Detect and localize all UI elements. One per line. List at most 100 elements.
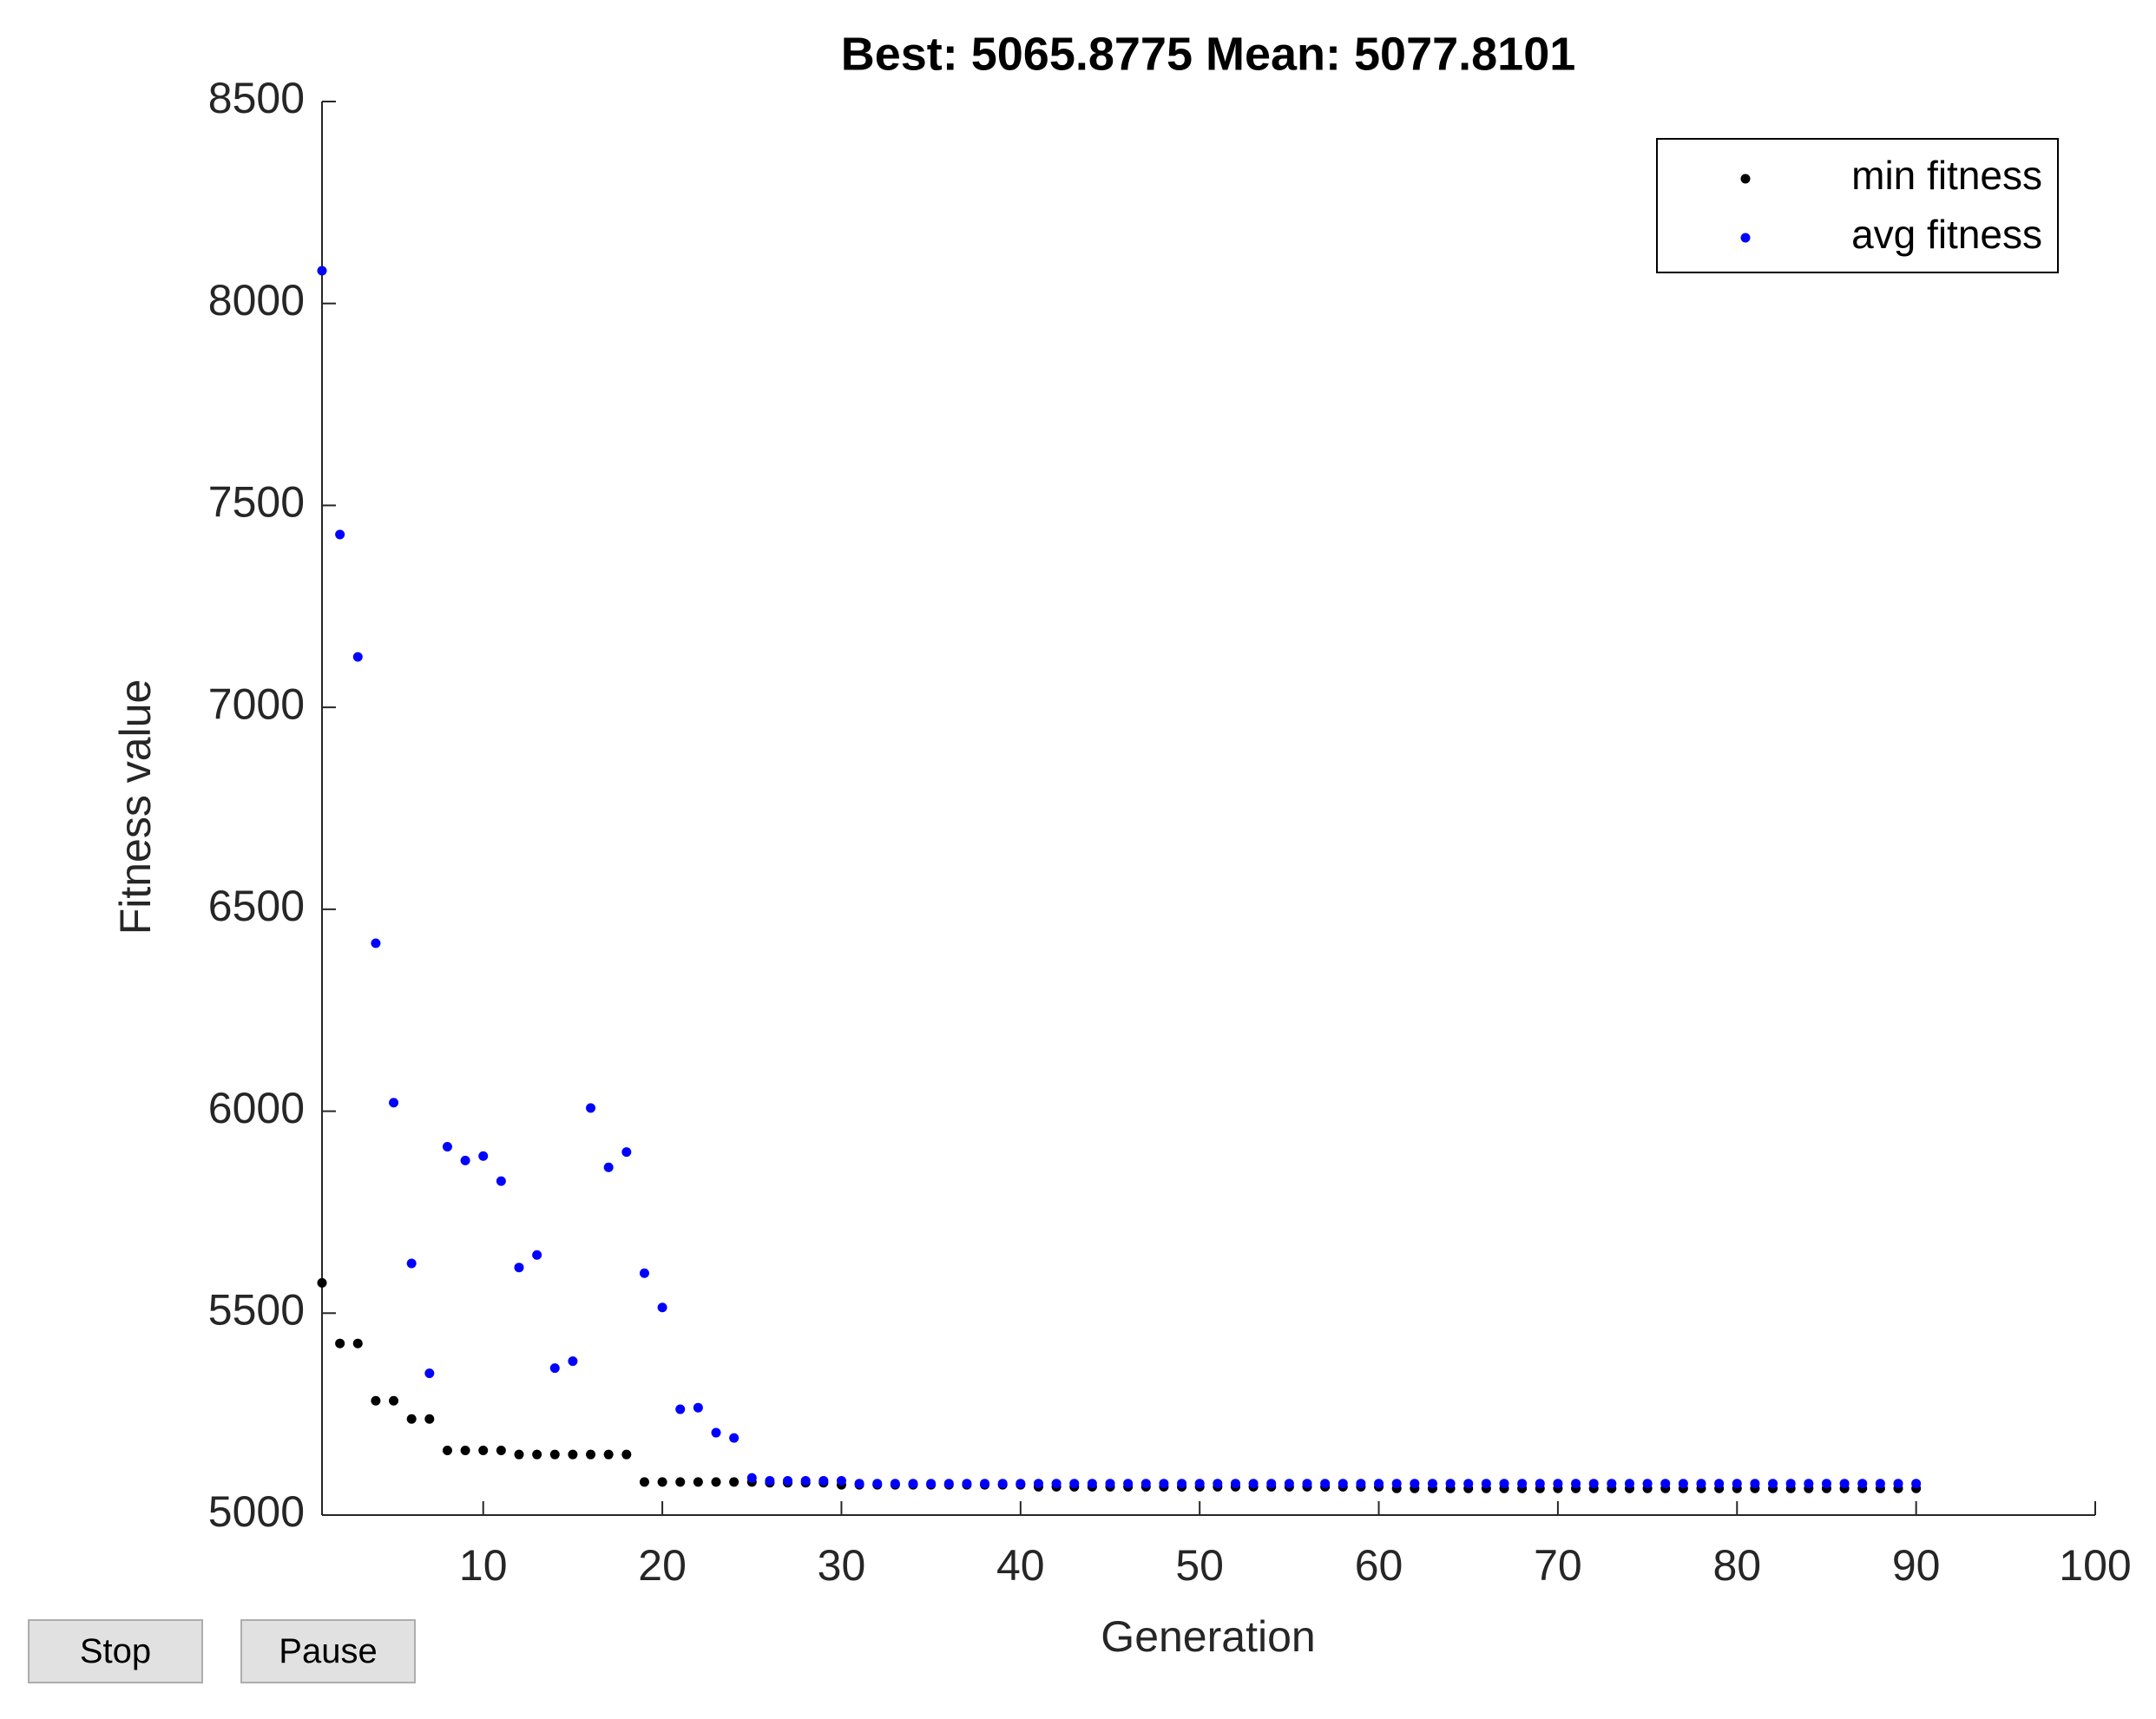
data-point	[568, 1356, 578, 1367]
data-point	[943, 1479, 954, 1489]
data-point	[980, 1479, 990, 1489]
data-point	[478, 1446, 489, 1456]
x-tick-label: 30	[818, 1541, 866, 1590]
y-tick-label: 5500	[208, 1285, 305, 1334]
data-point	[352, 652, 363, 662]
data-point	[1284, 1479, 1294, 1489]
data-point	[1248, 1479, 1259, 1489]
data-point	[1105, 1479, 1115, 1489]
data-point	[389, 1098, 399, 1108]
pause-button[interactable]: Pause	[240, 1619, 416, 1683]
data-point	[478, 1151, 489, 1161]
data-point	[1087, 1479, 1097, 1489]
data-point	[639, 1268, 649, 1278]
data-point	[1893, 1479, 1903, 1489]
stop-button[interactable]: Stop	[28, 1619, 203, 1683]
data-point	[997, 1479, 1008, 1489]
data-point	[1732, 1479, 1742, 1489]
data-point	[1033, 1479, 1043, 1489]
data-point	[1213, 1479, 1223, 1489]
data-point	[675, 1477, 686, 1487]
data-point	[1374, 1479, 1384, 1489]
data-point	[657, 1477, 667, 1487]
data-point	[783, 1475, 793, 1486]
data-point	[746, 1473, 757, 1483]
x-tick-label: 10	[459, 1541, 508, 1590]
data-point	[621, 1147, 632, 1158]
data-point	[1499, 1479, 1509, 1489]
data-point	[603, 1162, 614, 1172]
data-point	[1266, 1479, 1277, 1489]
data-point	[1714, 1479, 1725, 1489]
data-point	[1804, 1479, 1814, 1489]
data-point	[424, 1414, 435, 1424]
data-point	[621, 1449, 632, 1460]
data-point	[1356, 1479, 1366, 1489]
data-point	[818, 1475, 829, 1486]
data-point	[317, 1277, 327, 1288]
data-point	[406, 1258, 417, 1269]
data-point	[1785, 1479, 1796, 1489]
legend-marker	[1740, 174, 1751, 184]
y-tick-label: 7000	[208, 679, 305, 728]
data-point	[1517, 1479, 1528, 1489]
data-point	[1338, 1479, 1348, 1489]
data-point	[1911, 1479, 1922, 1489]
data-point	[1624, 1479, 1634, 1489]
data-point	[962, 1479, 972, 1489]
data-point	[926, 1479, 937, 1489]
data-point	[1427, 1479, 1437, 1489]
data-point	[711, 1477, 721, 1487]
data-point	[460, 1155, 470, 1165]
y-tick-label: 6500	[208, 882, 305, 930]
data-point	[1571, 1479, 1581, 1489]
data-point	[1016, 1479, 1026, 1489]
data-point	[890, 1479, 900, 1489]
data-point	[317, 266, 327, 276]
data-point	[693, 1402, 703, 1413]
y-tick-label: 7500	[208, 478, 305, 527]
data-point	[1051, 1479, 1062, 1489]
y-tick-label: 5000	[208, 1487, 305, 1536]
data-point	[1750, 1479, 1760, 1489]
data-point	[1678, 1479, 1688, 1489]
data-point	[1177, 1479, 1187, 1489]
data-point	[1069, 1479, 1080, 1489]
x-tick-label: 50	[1175, 1541, 1224, 1590]
data-point	[1607, 1479, 1617, 1489]
data-point	[352, 1338, 363, 1348]
data-point	[1642, 1479, 1653, 1489]
x-tick-label: 80	[1712, 1541, 1761, 1590]
data-point	[908, 1479, 918, 1489]
data-point	[1875, 1479, 1885, 1489]
data-point	[586, 1103, 596, 1113]
data-point	[335, 1338, 345, 1348]
data-point	[1230, 1479, 1240, 1489]
data-point	[442, 1446, 452, 1456]
data-point	[729, 1433, 739, 1443]
data-point	[1660, 1479, 1671, 1489]
legend-label: min fitness	[1851, 153, 2042, 198]
data-point	[549, 1363, 560, 1374]
data-point	[371, 1395, 381, 1406]
x-tick-label: 60	[1355, 1541, 1403, 1590]
data-point	[406, 1414, 417, 1424]
chart-title: Best: 5065.8775 Mean: 5077.8101	[841, 28, 1576, 80]
data-point	[389, 1395, 399, 1406]
y-axis-label: Fitness value	[111, 679, 160, 935]
data-point	[1463, 1479, 1474, 1489]
data-point	[496, 1446, 506, 1456]
y-tick-label: 6000	[208, 1084, 305, 1132]
data-point	[1445, 1479, 1456, 1489]
data-point	[1302, 1479, 1312, 1489]
data-point	[711, 1427, 721, 1438]
data-point	[586, 1449, 596, 1460]
y-tick-label: 8500	[208, 74, 305, 122]
x-tick-label: 40	[996, 1541, 1045, 1590]
data-point	[765, 1475, 775, 1486]
data-point	[729, 1477, 739, 1487]
data-point	[1696, 1479, 1706, 1489]
data-point	[1123, 1479, 1134, 1489]
